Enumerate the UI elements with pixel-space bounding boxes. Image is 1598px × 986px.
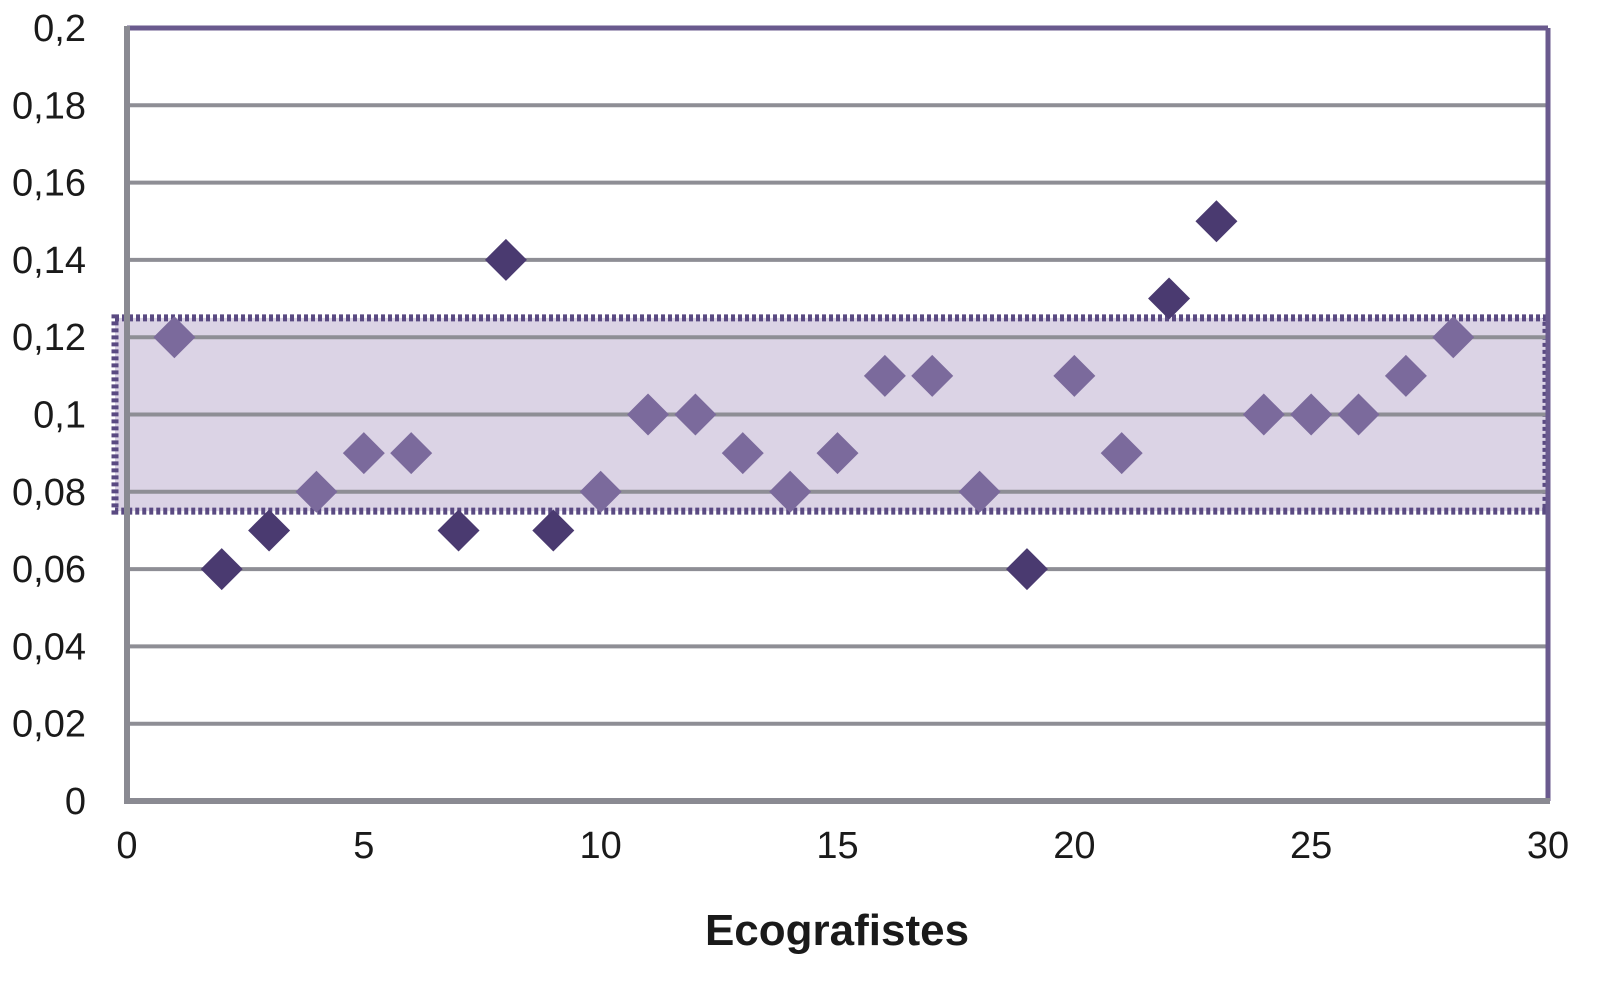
data-point bbox=[674, 393, 717, 436]
x-tick-label: 0 bbox=[116, 825, 137, 867]
y-tick-label: 0 bbox=[65, 781, 86, 823]
data-point bbox=[1148, 277, 1191, 320]
y-tick-label: 0,18 bbox=[12, 85, 86, 127]
data-point bbox=[390, 432, 433, 475]
data-point bbox=[816, 432, 859, 475]
x-axis-ticks: 0 5 10 15 20 25 30 bbox=[116, 825, 1569, 867]
data-point bbox=[1337, 393, 1380, 436]
y-tick-label: 0,02 bbox=[12, 704, 86, 746]
data-point bbox=[1195, 200, 1238, 243]
data-point bbox=[911, 354, 954, 397]
data-points bbox=[153, 200, 1475, 591]
data-point bbox=[1100, 432, 1143, 475]
y-axis-ticks: 0 0,02 0,04 0,06 0,08 0,1 0,12 0,14 0,16 0,18 0,2 bbox=[12, 8, 86, 823]
x-tick-label: 10 bbox=[580, 825, 622, 867]
data-point bbox=[532, 509, 575, 552]
x-axis-title: Ecografistes bbox=[705, 906, 969, 955]
data-point bbox=[1242, 393, 1285, 436]
data-point bbox=[1053, 354, 1096, 397]
data-point bbox=[721, 432, 764, 475]
data-point bbox=[627, 393, 670, 436]
x-tick-label: 25 bbox=[1290, 825, 1332, 867]
y-tick-label: 0,14 bbox=[12, 240, 86, 282]
data-point bbox=[1005, 548, 1048, 591]
data-point bbox=[958, 470, 1001, 513]
x-tick-label: 5 bbox=[353, 825, 374, 867]
data-point bbox=[863, 354, 906, 397]
data-point bbox=[484, 238, 527, 281]
data-point bbox=[295, 470, 338, 513]
y-tick-label: 0,06 bbox=[12, 549, 86, 591]
data-point bbox=[248, 509, 291, 552]
y-tick-label: 0,12 bbox=[12, 317, 86, 359]
data-point bbox=[342, 432, 385, 475]
data-point bbox=[1384, 354, 1427, 397]
plot-frame bbox=[124, 25, 1551, 804]
x-tick-label: 30 bbox=[1527, 825, 1569, 867]
data-point bbox=[769, 470, 812, 513]
y-tick-label: 0,16 bbox=[12, 163, 86, 205]
data-point bbox=[437, 509, 480, 552]
gridlines bbox=[127, 103, 1548, 726]
x-tick-label: 20 bbox=[1053, 825, 1095, 867]
data-point bbox=[1432, 316, 1475, 359]
y-tick-label: 0,2 bbox=[33, 8, 86, 50]
data-point bbox=[1290, 393, 1333, 436]
x-tick-label: 15 bbox=[816, 825, 858, 867]
data-point bbox=[153, 316, 196, 359]
y-tick-label: 0,08 bbox=[12, 472, 86, 514]
y-tick-label: 0,04 bbox=[12, 626, 86, 668]
y-tick-label: 0,1 bbox=[33, 395, 86, 437]
data-point bbox=[579, 470, 622, 513]
data-point bbox=[200, 548, 243, 591]
